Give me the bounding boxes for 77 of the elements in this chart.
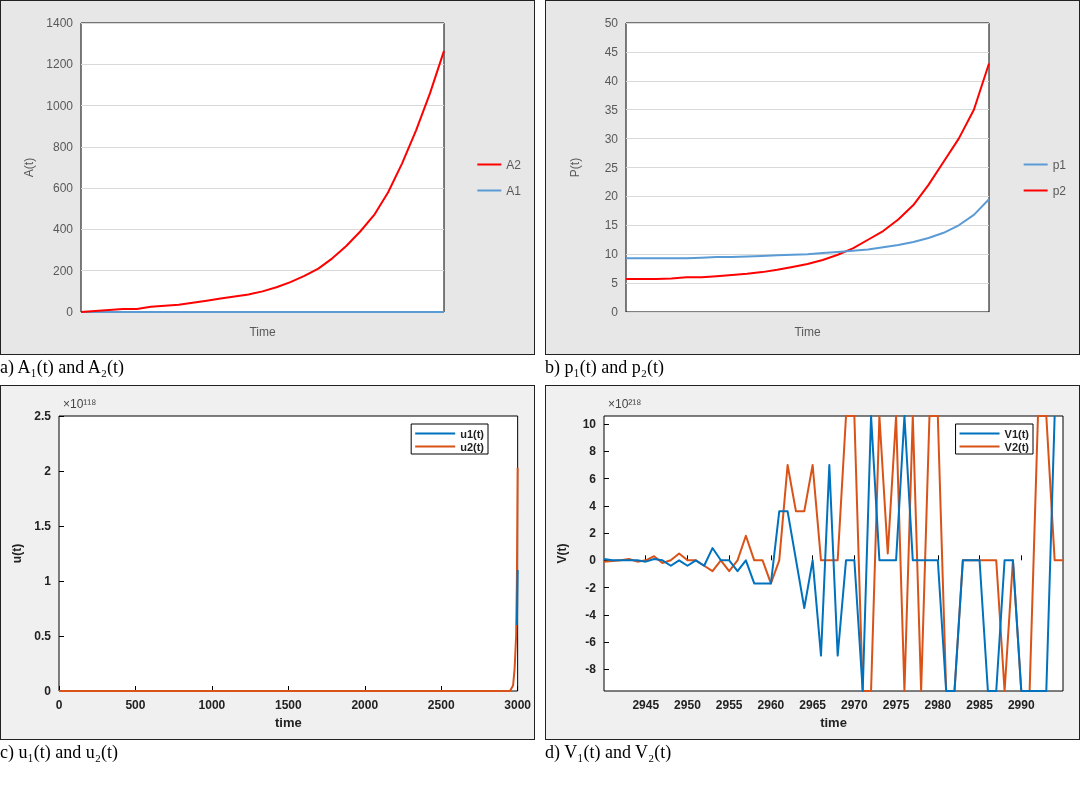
y-tick-label: 15 [604, 218, 619, 233]
x-tick-label: 1500 [274, 698, 302, 712]
legend-label: u2(t) [460, 440, 485, 453]
y-tick-label: 1400 [46, 16, 74, 30]
y-tick-label: 0.5 [34, 629, 52, 643]
legend-label: p2 [1052, 183, 1067, 198]
y-tick-label: 1200 [46, 57, 74, 72]
legend-label: V2(t) [1004, 440, 1030, 453]
x-tick-label: 1000 [198, 698, 226, 712]
y-axis-title: u(t) [10, 543, 24, 564]
y-tick-label: 35 [604, 102, 619, 117]
x-tick-label: 2950 [674, 698, 702, 712]
y-tick-label: 6 [589, 471, 597, 486]
y-tick-label: -2 [585, 580, 597, 595]
y-tick-label: 30 [604, 131, 619, 146]
y-tick-label: 45 [604, 44, 619, 59]
y-tick-label: 2 [589, 526, 597, 541]
y-tick-label: 20 [604, 189, 619, 204]
legend-label: V1(t) [1004, 427, 1030, 440]
y-tick-label: 50 [604, 16, 619, 30]
legend-label: A2 [506, 157, 522, 172]
x-tick-label: 500 [125, 698, 146, 712]
legend-label: p1 [1052, 157, 1067, 172]
x-tick-label: 2000 [351, 698, 379, 712]
y-tick-label: 0 [44, 684, 52, 698]
y-tick-label: 2.5 [34, 409, 52, 423]
x-tick-label: 2990 [1007, 698, 1035, 712]
y-tick-label: -8 [585, 662, 597, 677]
x-tick-label: 2970 [841, 698, 869, 712]
y-tick-label: 2 [44, 464, 52, 478]
x-axis-title: time [274, 714, 302, 730]
line-series [58, 466, 519, 692]
text: b) p₁(t) and p₂(t) [545, 357, 665, 378]
y-tick-label: 1 [44, 574, 52, 588]
y-axis-title: V(t) [555, 543, 569, 564]
x-tick-label: 3000 [504, 698, 532, 712]
x-tick-label: 2980 [924, 698, 952, 712]
y-tick-label: 8 [589, 444, 597, 459]
y-tick-label: 600 [52, 181, 74, 196]
legend-label: A1 [506, 183, 522, 198]
x-tick-label: 2500 [427, 698, 455, 712]
legend-label: u1(t) [460, 427, 485, 440]
y-tick-label: 5 [611, 276, 619, 291]
x-tick-label: 2975 [882, 698, 910, 712]
y-tick-label: -4 [585, 607, 597, 622]
text: d) V₁(t) and V₂(t) [545, 742, 673, 763]
x-axis-title: Time [249, 325, 276, 339]
y-tick-label: 10 [582, 417, 597, 432]
y-tick-label: 25 [604, 160, 619, 175]
y-tick-label: 1000 [46, 98, 74, 113]
y-tick-label: 4 [589, 498, 597, 513]
x-tick-label: 2955 [715, 698, 743, 712]
x-tick-label: 2945 [632, 698, 660, 712]
text: ×10¹¹⁸ [63, 397, 97, 411]
y-tick-label: 1.5 [34, 519, 52, 533]
text: a) A₁(t) and A₂(t) [0, 357, 125, 378]
y-tick-label: 0 [589, 553, 597, 568]
line-series [625, 62, 990, 281]
line-series [625, 198, 990, 260]
y-tick-label: -6 [585, 634, 597, 649]
y-tick-label: 0 [66, 305, 74, 319]
y-tick-label: 800 [52, 139, 74, 154]
y-axis-title: P(t) [568, 157, 582, 178]
y-tick-label: 200 [52, 263, 74, 278]
x-axis-title: Time [794, 325, 821, 339]
y-axis-title: A(t) [22, 157, 37, 178]
x-tick-label: 2985 [966, 698, 994, 712]
y-tick-label: 40 [604, 73, 619, 88]
y-tick-label: 0 [611, 305, 619, 319]
x-axis-title: time [820, 714, 847, 730]
line-series [80, 49, 445, 313]
text: c) u₁(t) and u₂(t) [0, 742, 119, 763]
y-tick-label: 400 [52, 222, 74, 237]
x-tick-label: 2965 [799, 698, 827, 712]
text: ×10²¹⁸ [608, 397, 642, 411]
x-tick-label: 2960 [757, 698, 785, 712]
y-tick-label: 10 [604, 247, 619, 262]
